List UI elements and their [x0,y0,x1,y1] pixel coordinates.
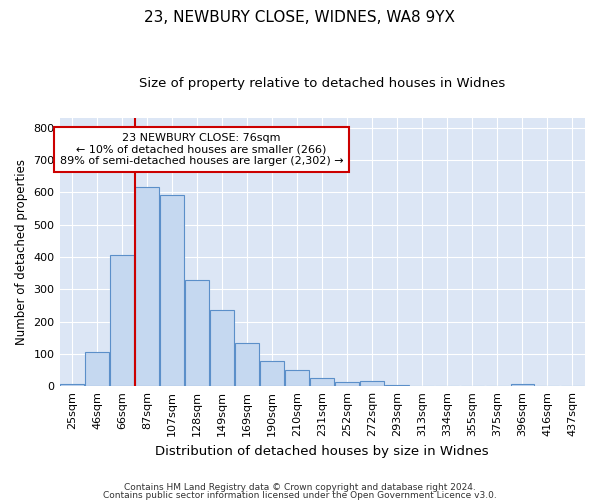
Bar [235,343,259,386]
Text: Contains HM Land Registry data © Crown copyright and database right 2024.: Contains HM Land Registry data © Crown c… [124,484,476,492]
Title: Size of property relative to detached houses in Widnes: Size of property relative to detached ho… [139,78,505,90]
Bar [135,187,159,386]
Y-axis label: Number of detached properties: Number of detached properties [15,159,28,345]
Bar [286,370,309,386]
Bar [260,362,284,386]
Bar [335,382,359,386]
Bar [310,378,334,386]
Bar [385,385,409,386]
Text: 23 NEWBURY CLOSE: 76sqm
← 10% of detached houses are smaller (266)
89% of semi-d: 23 NEWBURY CLOSE: 76sqm ← 10% of detache… [59,133,343,166]
Bar [511,384,535,386]
Bar [361,380,384,386]
Bar [185,280,209,386]
Bar [160,194,184,386]
X-axis label: Distribution of detached houses by size in Widnes: Distribution of detached houses by size … [155,444,489,458]
Text: 23, NEWBURY CLOSE, WIDNES, WA8 9YX: 23, NEWBURY CLOSE, WIDNES, WA8 9YX [145,10,455,25]
Text: Contains public sector information licensed under the Open Government Licence v3: Contains public sector information licen… [103,490,497,500]
Bar [210,310,234,386]
Bar [60,384,84,386]
Bar [85,352,109,386]
Bar [110,256,134,386]
